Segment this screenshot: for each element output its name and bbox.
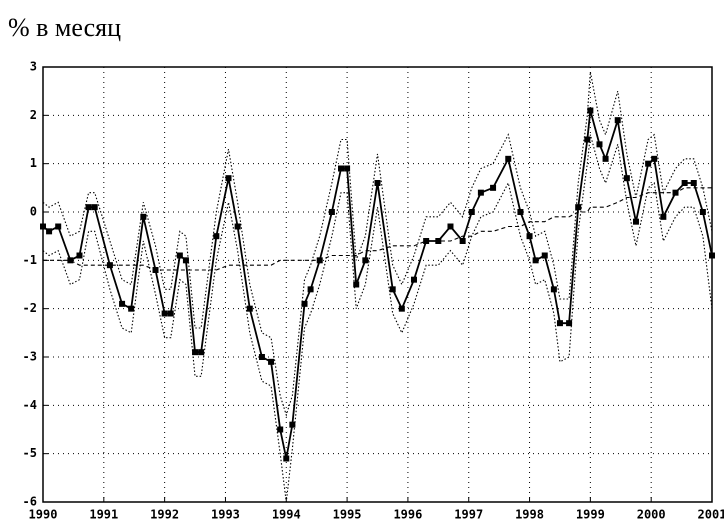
y-tick-label: -5 xyxy=(23,446,37,460)
point-marker xyxy=(106,262,113,269)
point-marker xyxy=(76,252,83,259)
y-tick-label: 3 xyxy=(30,60,37,74)
point-marker xyxy=(556,320,563,327)
point-marker xyxy=(140,213,147,220)
point-marker xyxy=(128,305,135,312)
point-marker xyxy=(277,426,284,433)
point-marker xyxy=(301,300,308,307)
y-tick-label: 1 xyxy=(30,156,37,170)
x-tick-label: 1999 xyxy=(576,508,605,522)
point-marker xyxy=(505,155,512,162)
x-tick-label: 1994 xyxy=(272,508,301,522)
point-marker xyxy=(213,233,220,240)
point-marker xyxy=(198,349,205,356)
x-tick-label: 1993 xyxy=(211,508,240,522)
series-line xyxy=(42,71,713,417)
point-marker xyxy=(490,184,497,191)
point-marker xyxy=(283,455,290,462)
series-line xyxy=(42,110,713,459)
point-marker xyxy=(410,276,417,283)
point-marker xyxy=(192,349,199,356)
point-marker xyxy=(374,180,381,186)
y-tick-label: -1 xyxy=(23,253,37,267)
point-marker xyxy=(176,252,183,259)
point-marker xyxy=(575,204,582,211)
x-tick-label: 1995 xyxy=(333,508,362,522)
y-tick-label: -6 xyxy=(23,495,37,509)
point-marker xyxy=(587,107,594,114)
point-marker xyxy=(258,354,265,360)
x-tick-label: 1996 xyxy=(393,508,422,522)
point-marker xyxy=(328,209,335,215)
point-marker xyxy=(709,252,715,259)
chart-title: % в месяц xyxy=(8,13,121,42)
point-marker xyxy=(517,209,524,215)
point-marker xyxy=(435,238,442,244)
point-marker xyxy=(362,257,369,264)
point-marker xyxy=(459,238,466,244)
y-tick-label: -3 xyxy=(23,350,37,364)
point-marker xyxy=(423,238,430,244)
point-marker xyxy=(532,257,539,264)
point-marker xyxy=(119,300,126,307)
point-marker xyxy=(550,286,557,293)
point-marker xyxy=(353,281,360,288)
point-marker xyxy=(477,189,484,196)
y-tick-label: 2 xyxy=(30,108,37,122)
point-marker xyxy=(344,165,351,172)
point-marker xyxy=(602,155,609,162)
x-tick-label: 1991 xyxy=(89,508,118,522)
point-marker xyxy=(681,180,688,186)
x-tick-label: 2000 xyxy=(637,508,666,522)
x-tick-label: 2001 xyxy=(698,508,724,522)
point-marker xyxy=(645,160,652,167)
point-marker xyxy=(234,223,241,230)
x-tick-label: 1998 xyxy=(515,508,544,522)
point-marker xyxy=(55,223,62,230)
plot-frame xyxy=(42,66,713,503)
point-marker xyxy=(566,320,573,327)
point-marker xyxy=(161,310,168,317)
point-marker xyxy=(289,421,296,428)
y-tick-label: -4 xyxy=(23,398,37,412)
point-marker xyxy=(584,136,591,143)
series-line xyxy=(43,187,712,271)
point-marker xyxy=(526,233,533,240)
point-marker xyxy=(91,204,98,211)
point-marker xyxy=(596,141,603,148)
point-marker xyxy=(167,310,174,317)
series-line xyxy=(42,134,713,503)
x-tick-label: 1990 xyxy=(29,508,58,522)
point-marker xyxy=(85,204,92,211)
point-marker xyxy=(632,218,639,225)
point-marker xyxy=(338,165,345,172)
point-marker xyxy=(614,117,621,124)
point-marker xyxy=(623,175,630,182)
x-tick-label: 1992 xyxy=(150,508,179,522)
point-marker xyxy=(246,305,253,312)
y-tick-label: -2 xyxy=(23,301,37,315)
point-marker xyxy=(468,209,475,215)
point-marker xyxy=(307,286,314,293)
point-marker xyxy=(40,223,46,230)
point-marker xyxy=(651,155,658,162)
point-marker xyxy=(690,180,697,186)
point-marker xyxy=(389,286,396,293)
y-tick-label: 0 xyxy=(30,205,37,219)
point-marker xyxy=(699,209,706,215)
point-marker xyxy=(225,175,232,182)
point-marker xyxy=(182,257,189,264)
point-marker xyxy=(67,257,74,264)
x-tick-label: 1997 xyxy=(454,508,483,522)
point-marker xyxy=(398,305,405,312)
point-marker xyxy=(541,252,548,259)
point-marker xyxy=(660,213,667,220)
point-marker xyxy=(46,228,53,235)
point-marker xyxy=(447,223,454,230)
point-marker xyxy=(268,358,275,365)
